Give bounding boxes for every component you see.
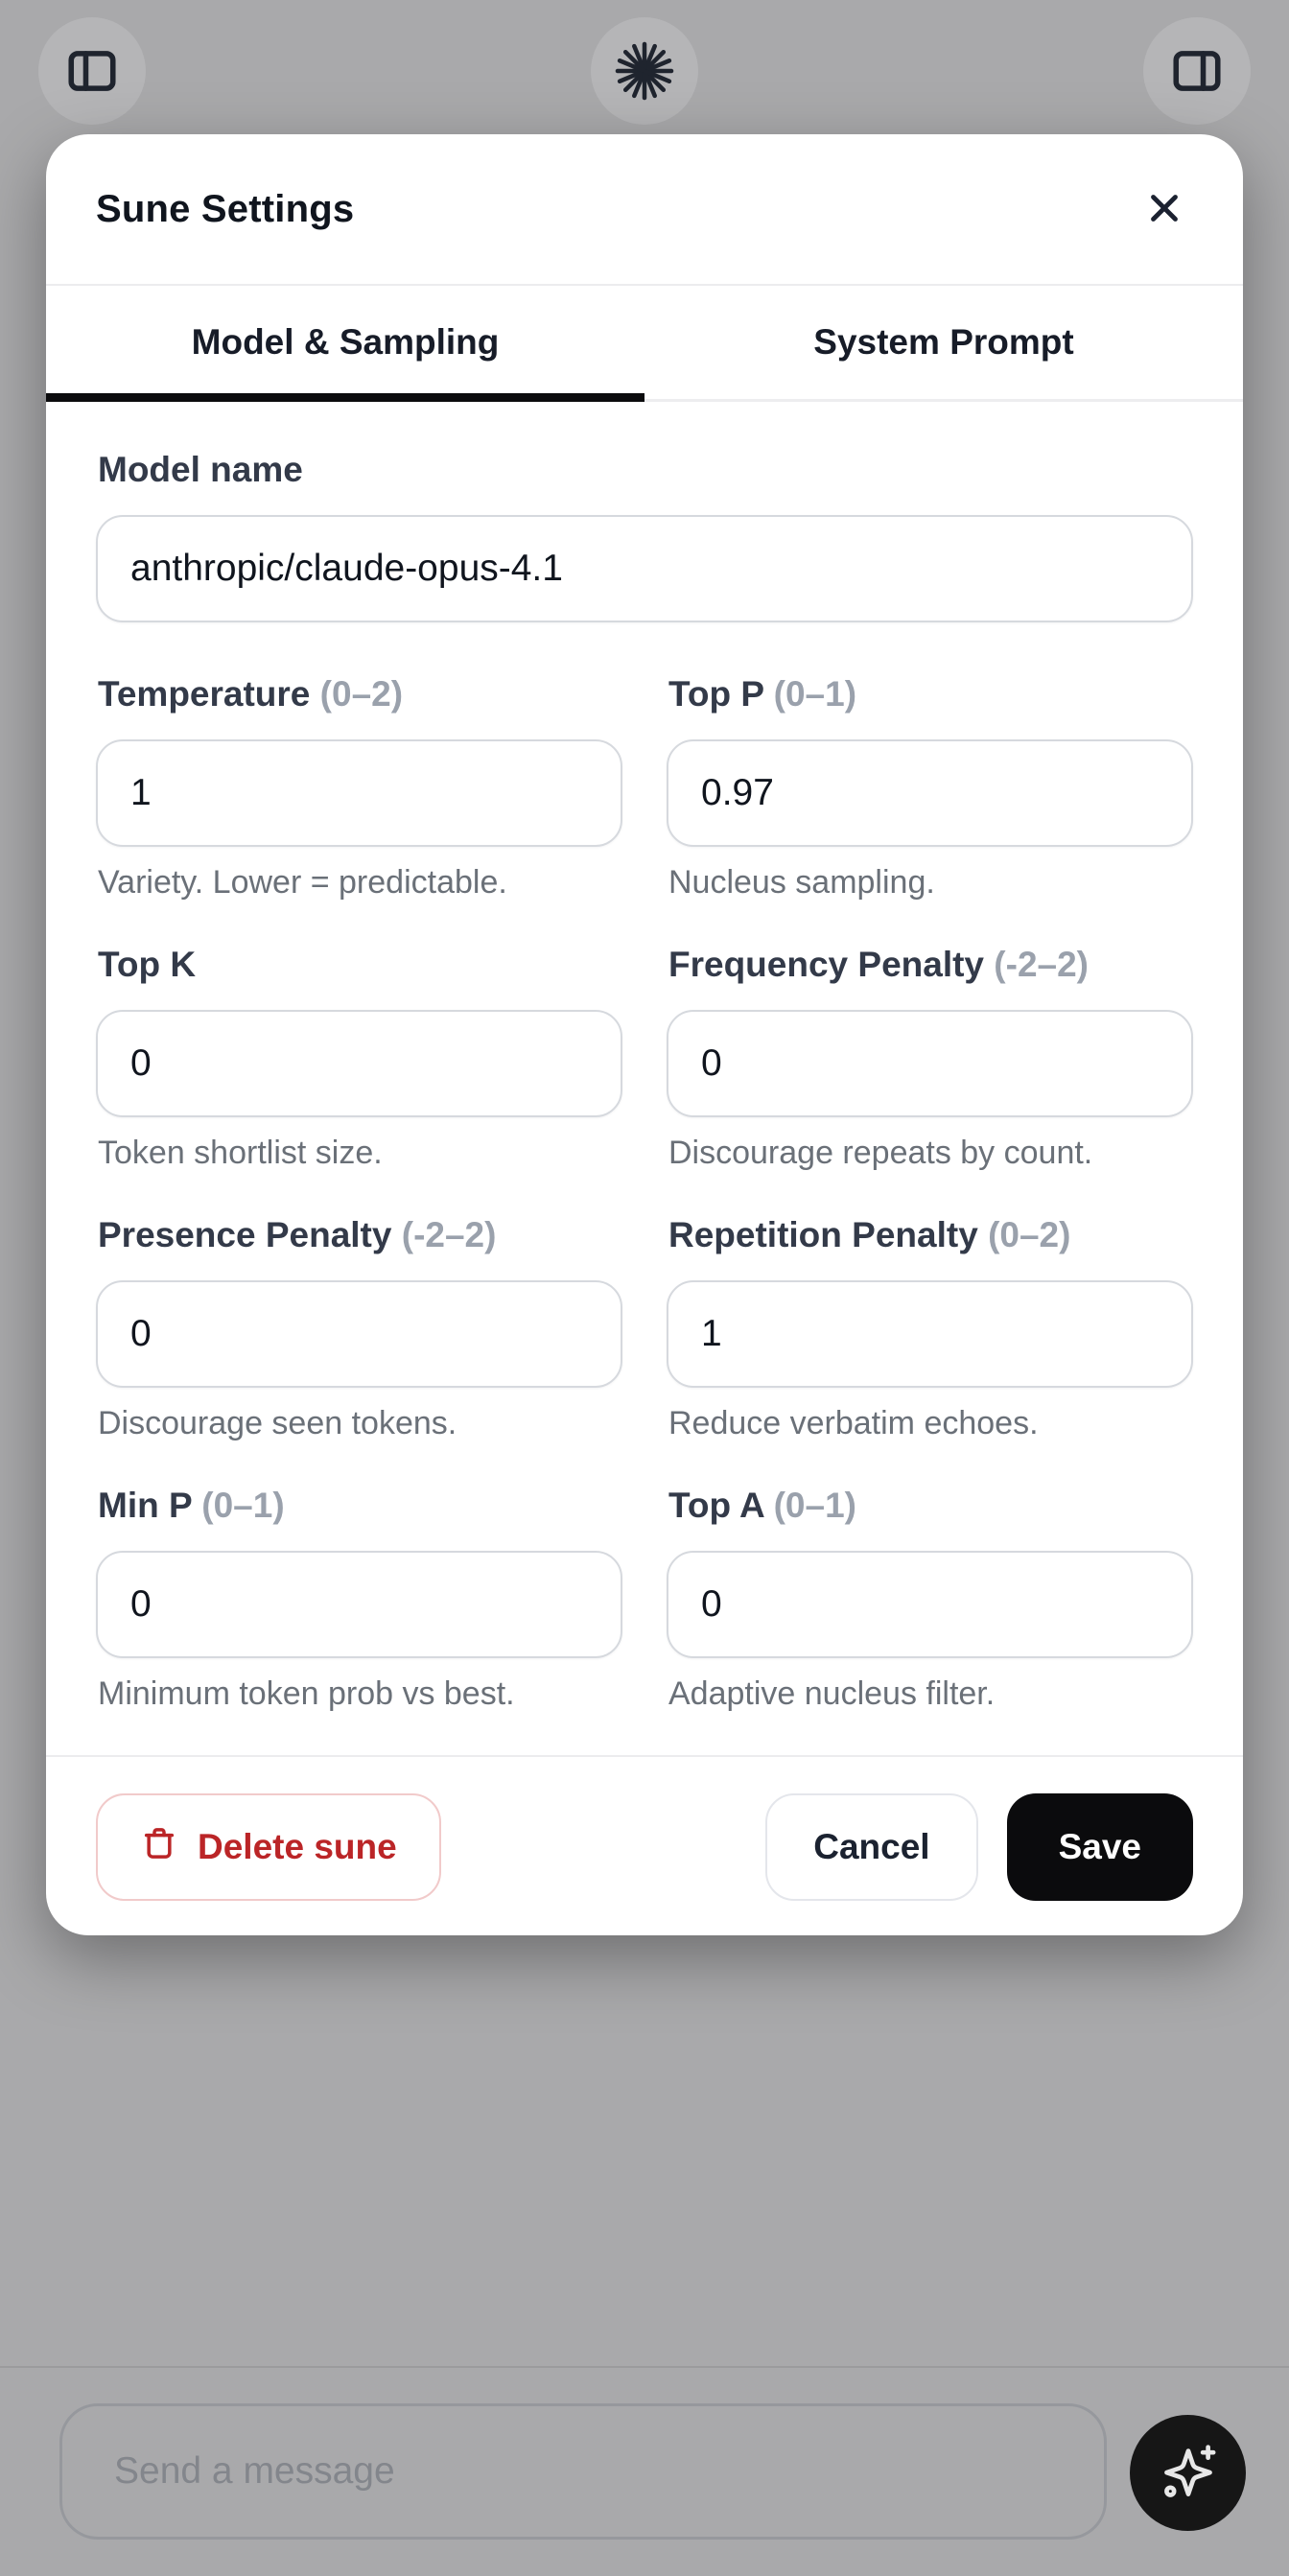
param-cell-min-p: Min P (0–1) Minimum token prob vs best.	[96, 1486, 622, 1712]
param-cell-top-k: Top K Token shortlist size.	[96, 945, 622, 1171]
tab-model-sampling[interactable]: Model & Sampling	[46, 286, 644, 402]
save-button[interactable]: Save	[1006, 1793, 1193, 1901]
param-range: (-2–2)	[401, 1215, 497, 1254]
param-cell-temperature: Temperature (0–2) Variety. Lower = predi…	[96, 674, 622, 901]
param-range: (0–1)	[773, 1486, 856, 1525]
top-bar	[0, 0, 1289, 142]
param-hint: Variety. Lower = predictable.	[98, 864, 507, 901]
param-hint: Minimum token prob vs best.	[98, 1675, 515, 1712]
param-hint: Nucleus sampling.	[668, 864, 935, 901]
min-p-input[interactable]	[96, 1551, 622, 1658]
frequency-penalty-input[interactable]	[667, 1010, 1193, 1117]
modal-header: Sune Settings	[46, 134, 1243, 286]
param-label: Min P (0–1)	[98, 1486, 285, 1525]
presence-penalty-input[interactable]	[96, 1280, 622, 1388]
temperature-input[interactable]	[96, 739, 622, 847]
sparkles-icon	[1157, 2440, 1220, 2506]
param-range: (0–2)	[988, 1215, 1071, 1254]
param-label: Top K	[98, 945, 197, 984]
burst-icon	[614, 40, 675, 102]
send-button[interactable]	[1130, 2415, 1246, 2531]
param-label: Top A (0–1)	[668, 1486, 856, 1525]
param-hint: Discourage repeats by count.	[668, 1135, 1093, 1171]
param-cell-presence-penalty: Presence Penalty (-2–2) Discourage seen …	[96, 1215, 622, 1441]
param-cell-top-a: Top A (0–1) Adaptive nucleus filter.	[667, 1486, 1193, 1712]
message-input[interactable]	[59, 2403, 1107, 2540]
sune-menu-button[interactable]	[591, 17, 698, 125]
param-range: (0–1)	[773, 674, 857, 714]
param-cell-repetition-penalty: Repetition Penalty (0–2) Reduce verbatim…	[667, 1215, 1193, 1441]
sidebar-toggle-left-button[interactable]	[38, 17, 146, 125]
param-label: Temperature (0–2)	[98, 674, 404, 714]
param-label: Presence Penalty (-2–2)	[98, 1215, 497, 1254]
trash-icon	[140, 1824, 178, 1871]
param-cell-top-p: Top P (0–1) Nucleus sampling.	[667, 674, 1193, 901]
model-name-input[interactable]	[96, 515, 1193, 622]
cancel-button[interactable]: Cancel	[765, 1793, 978, 1901]
modal-footer: Delete sune Cancel Save	[46, 1755, 1243, 1935]
param-hint: Token shortlist size.	[98, 1135, 383, 1171]
settings-form: Model name Temperature (0–2) Variety. Lo…	[46, 402, 1243, 1755]
sune-settings-modal: Sune Settings Model & Sampling System Pr…	[46, 134, 1243, 1935]
close-icon	[1142, 186, 1186, 233]
param-range: (-2–2)	[994, 945, 1089, 984]
delete-sune-button[interactable]: Delete sune	[96, 1793, 441, 1901]
param-hint: Discourage seen tokens.	[98, 1405, 457, 1441]
param-label: Repetition Penalty (0–2)	[668, 1215, 1071, 1254]
top-k-input[interactable]	[96, 1010, 622, 1117]
param-hint: Adaptive nucleus filter.	[668, 1675, 996, 1712]
modal-title: Sune Settings	[96, 187, 355, 230]
param-label: Frequency Penalty (-2–2)	[668, 945, 1089, 984]
tab-system-prompt[interactable]: System Prompt	[644, 286, 1243, 399]
close-button[interactable]	[1136, 180, 1193, 238]
composer-divider	[0, 2366, 1289, 2368]
param-range: (0–2)	[319, 674, 404, 714]
sidebar-toggle-right-button[interactable]	[1143, 17, 1251, 125]
delete-sune-label: Delete sune	[198, 1827, 397, 1866]
param-cell-frequency-penalty: Frequency Penalty (-2–2) Discourage repe…	[667, 945, 1193, 1171]
param-hint: Reduce verbatim echoes.	[668, 1405, 1039, 1441]
settings-tabs: Model & Sampling System Prompt	[46, 286, 1243, 402]
top-p-input[interactable]	[667, 739, 1193, 847]
repetition-penalty-input[interactable]	[667, 1280, 1193, 1388]
panel-left-icon	[64, 43, 120, 99]
top-a-input[interactable]	[667, 1551, 1193, 1658]
param-label: Top P (0–1)	[668, 674, 857, 714]
param-grid: Temperature (0–2) Variety. Lower = predi…	[96, 674, 1193, 1712]
model-name-label: Model name	[98, 450, 303, 489]
panel-right-icon	[1169, 43, 1225, 99]
param-range: (0–1)	[201, 1486, 285, 1525]
